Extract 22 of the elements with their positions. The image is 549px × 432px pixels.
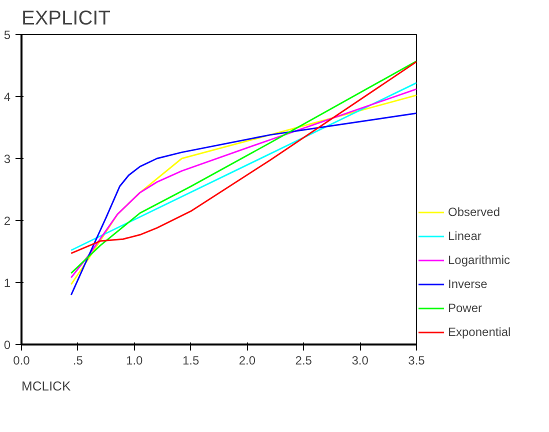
x-tick-label: .5 xyxy=(72,354,84,368)
legend-label: Logarithmic xyxy=(448,253,510,267)
text: 0.0 xyxy=(13,354,30,368)
y-tick-label: 4 xyxy=(4,90,11,104)
legend-label: Exponential xyxy=(448,325,511,339)
legend-label: Linear xyxy=(448,229,482,243)
x-tick-label: 1.0 xyxy=(126,354,144,368)
legend-label: Inverse xyxy=(448,277,488,291)
legend-label: Observed xyxy=(448,205,500,219)
x-tick-label: 1.5 xyxy=(182,354,200,368)
y-tick-label: 5 xyxy=(4,28,11,42)
y-tick-label: 1 xyxy=(4,276,11,290)
y-tick-label: 3 xyxy=(4,152,11,166)
x-tick-label: 3.0 xyxy=(352,354,369,368)
y-tick-label: 2 xyxy=(4,214,11,228)
x-tick-label: 2.0 xyxy=(238,354,256,368)
x-tick-label: 2.5 xyxy=(295,354,312,368)
y-tick-label: 0 xyxy=(4,338,11,352)
x-tick-label: 3.5 xyxy=(408,354,426,368)
x-axis-title: MCLICK xyxy=(22,378,71,394)
legend-label: Power xyxy=(448,301,482,315)
chart-title: EXPLICIT xyxy=(22,8,110,30)
